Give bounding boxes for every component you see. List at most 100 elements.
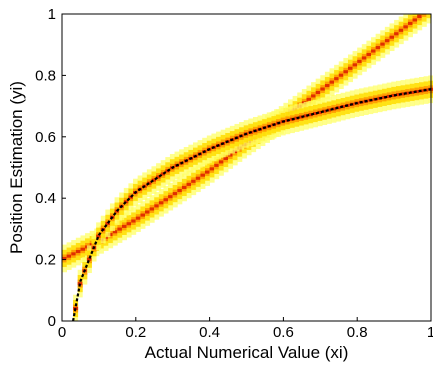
heatmap-cell [186,182,192,186]
heatmap-cell [403,25,409,29]
heatmap-cell [421,14,427,18]
heatmap-cell [326,108,332,112]
heatmap-cell [347,66,353,70]
heatmap-cell [156,175,162,179]
heatmap-cell [128,195,134,199]
heatmap-cell [421,14,427,22]
heatmap-cell [140,213,146,217]
heatmap-cell [135,216,141,220]
heatmap-cell [366,52,372,57]
heatmap-cell [320,87,326,91]
y-tick-label: 0.8 [35,67,56,84]
ticks-layer [61,13,432,322]
fit-curve-layer [71,88,432,322]
heatmap-cell [315,90,321,95]
x-tick-label: 1 [427,324,433,341]
heatmap-cell [195,176,201,180]
heatmap-cell [391,93,397,97]
y-tick-label: 0.4 [35,190,56,207]
heatmap-cell [214,163,220,167]
heatmap-cell [145,210,151,214]
heatmap-cell [218,160,224,164]
heatmap-cell [151,178,157,182]
x-tick-label: 0.6 [273,324,294,341]
heatmap-cell [322,109,328,113]
heatmap-cell [80,247,86,251]
heatmap-cell [96,234,102,238]
heatmap-cell [126,222,132,226]
heatmap-cell [177,188,183,193]
heatmap-cell [312,111,318,116]
plot-frame [61,13,432,322]
heatmap-cell [123,200,129,204]
heatmap-cell [204,170,210,174]
heatmap-cell [306,97,312,101]
heatmap-cell [375,46,381,50]
heatmap-cell [317,110,323,114]
x-tick-label: 0.8 [347,324,368,341]
heatmap-cell [361,56,367,60]
heatmap-cell [400,92,406,96]
heatmap-cell [357,59,363,63]
heatmap-cell [181,185,187,189]
heatmap-cell [426,14,432,24]
heatmap-cell [71,252,77,256]
heatmap-cell [117,227,123,231]
heatmap-cell [338,73,344,77]
fit-curve [71,88,432,322]
heatmap-cell [394,32,400,36]
heatmap-cell [398,28,404,32]
heatmap-cell [121,224,127,228]
heatmap-cell [209,167,215,171]
heatmap-cell [384,39,390,43]
heatmap-cell [163,198,169,202]
heatmap-cell [371,49,377,53]
x-tick-label: 0.2 [125,324,146,341]
heatmap-cell [426,14,432,19]
y-tick-label: 0.2 [35,252,56,269]
heatmap-cell [335,106,341,110]
heatmap-cell [191,179,197,183]
heatmap-cell [75,250,81,254]
heatmap-cell [324,84,330,88]
heatmap-cell [149,207,155,211]
heatmap-cell [407,21,413,25]
heatmap-cell [62,256,68,260]
heatmap-cell [228,153,234,157]
heatmap-cell [112,230,118,234]
heatmap-cell [172,192,178,196]
heatmap-cell [405,91,411,95]
heatmap-cell [412,18,418,22]
heatmap-cell [308,113,314,117]
heatmap-cell [414,90,420,94]
heatmap-cell [334,77,340,81]
heatmap-cell [168,195,174,199]
x-tick-label: 0 [58,324,66,341]
heatmap-cell [105,221,111,225]
x-tick-label: 0.4 [199,324,220,341]
heatmap-cell [329,80,335,84]
heatmap-cell [343,70,349,74]
heatmap-cell [200,173,206,177]
heatmap-cell [311,94,317,98]
heatmap-cell [146,181,152,185]
heatmap-cell [77,282,83,286]
heatmap-cell [223,156,229,161]
heatmap-cell [389,35,395,39]
x-axis-label: Actual Numerical Value (xi) [145,343,349,362]
heatmap-cell [66,254,72,258]
heatmap-cell [331,107,337,111]
heatmap-cell [303,114,309,118]
y-tick-label: 1 [48,6,56,23]
y-axis-label: Position Estimation (yi) [7,81,26,254]
heatmap-cell [395,93,401,97]
heatmap-cell [154,204,160,208]
heatmap-cell [158,201,164,205]
heatmap-cell [352,63,358,67]
heatmap-cell [417,14,423,19]
heatmap-cell [86,257,92,261]
heatmap-cell [108,232,114,236]
heatmap-cell [160,172,166,176]
y-tick-label: 0 [48,313,56,330]
